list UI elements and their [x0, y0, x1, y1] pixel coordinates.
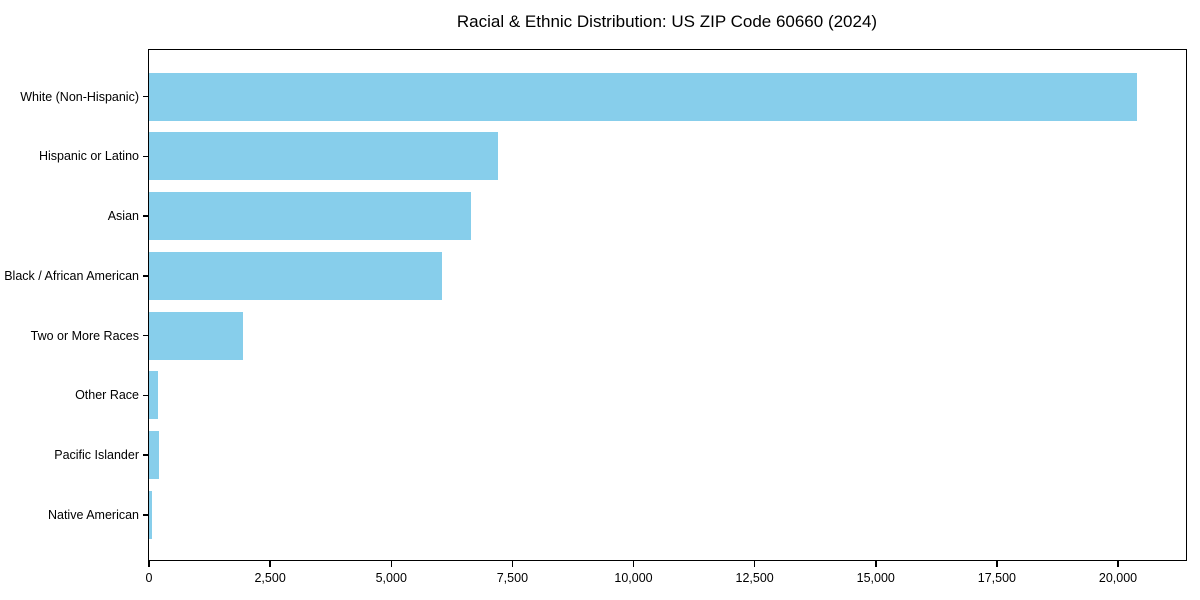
x-tick-mark: [148, 561, 150, 567]
y-tick-mark: [143, 275, 149, 277]
y-tick-label: Black / African American: [4, 268, 139, 283]
chart-title: Racial & Ethnic Distribution: US ZIP Cod…: [456, 12, 878, 31]
bar-two-or-more-races: [149, 311, 243, 360]
bar-native-american: [149, 490, 152, 539]
y-tick-label: Other Race: [75, 388, 139, 403]
y-tick-label: White (Non-Hispanic): [20, 89, 139, 104]
x-tick-label: 7,500: [496, 571, 529, 585]
x-tick-label: 2,500: [254, 571, 286, 585]
x-tick-label: 5,000: [375, 571, 407, 585]
y-tick-mark: [143, 215, 149, 217]
plot-area: [148, 49, 1187, 561]
y-tick-label: Pacific Islander: [54, 448, 139, 462]
x-tick-mark: [269, 561, 271, 567]
bar-pacific-islander: [149, 431, 160, 479]
x-tick-mark: [996, 561, 998, 567]
bar-hispanic-or-latino: [149, 132, 498, 181]
bar-black-african-american: [149, 251, 443, 300]
x-tick-label: 15,000: [856, 571, 895, 585]
bar-white-non-hispanic: [149, 72, 1138, 121]
x-tick-mark: [390, 561, 392, 567]
x-tick-label: 10,000: [614, 571, 653, 585]
x-tick-label: 20,000: [1098, 571, 1138, 585]
bar-other-race: [149, 371, 159, 420]
y-tick-mark: [143, 514, 149, 516]
y-tick-mark: [143, 155, 149, 157]
x-tick-mark: [753, 561, 756, 567]
x-tick-mark: [632, 561, 635, 567]
y-tick-label: Hispanic or Latino: [38, 149, 139, 164]
y-tick-label: Native American: [47, 507, 139, 522]
y-tick-label: Asian: [107, 209, 139, 223]
x-tick-mark: [875, 561, 877, 567]
x-tick-mark: [511, 561, 514, 567]
x-tick-label: 0: [145, 571, 153, 585]
bar-asian: [149, 192, 472, 240]
y-tick-label: Two or More Races: [30, 328, 139, 343]
y-tick-mark: [143, 95, 149, 98]
x-tick-mark: [1117, 561, 1119, 567]
x-tick-label: 17,500: [977, 571, 1016, 585]
y-tick-mark: [143, 334, 149, 337]
y-tick-mark: [143, 394, 149, 396]
x-tick-label: 12,500: [735, 571, 774, 585]
y-tick-mark: [143, 454, 149, 456]
